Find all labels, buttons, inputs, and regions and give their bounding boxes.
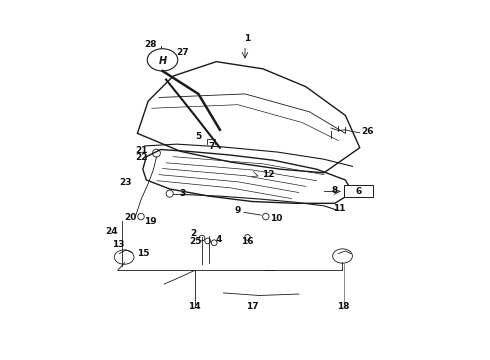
Text: 3: 3 <box>180 189 186 198</box>
Text: 8: 8 <box>332 185 338 194</box>
Text: 19: 19 <box>144 217 156 226</box>
Text: 12: 12 <box>262 170 275 179</box>
Text: 6: 6 <box>356 186 362 195</box>
Text: 11: 11 <box>333 204 345 213</box>
Text: 9: 9 <box>234 206 241 215</box>
Text: 17: 17 <box>246 302 259 311</box>
Text: 24: 24 <box>105 228 118 237</box>
Text: 27: 27 <box>176 48 189 57</box>
Text: 18: 18 <box>338 302 350 311</box>
Text: 23: 23 <box>119 178 131 187</box>
Text: 25: 25 <box>190 237 202 246</box>
Text: 20: 20 <box>124 213 137 222</box>
Text: 16: 16 <box>241 237 253 246</box>
Text: 2: 2 <box>190 229 196 238</box>
Text: 1: 1 <box>244 34 250 43</box>
Text: 22: 22 <box>135 153 147 162</box>
Text: 28: 28 <box>145 40 157 49</box>
Text: 7: 7 <box>208 142 215 151</box>
Text: 21: 21 <box>135 146 147 155</box>
Text: 4: 4 <box>216 235 222 244</box>
Text: 26: 26 <box>362 127 374 136</box>
Text: H: H <box>158 55 167 66</box>
Text: 13: 13 <box>112 240 124 249</box>
Text: 10: 10 <box>270 214 282 223</box>
Text: 15: 15 <box>137 249 150 258</box>
FancyBboxPatch shape <box>344 185 373 197</box>
Text: 14: 14 <box>189 302 201 311</box>
Text: 5: 5 <box>195 132 201 141</box>
